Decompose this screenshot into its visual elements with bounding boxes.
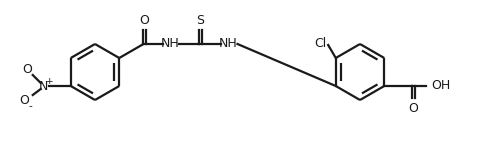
Text: -: - — [29, 101, 33, 111]
Text: N: N — [39, 79, 48, 93]
Text: O: O — [140, 14, 149, 26]
Text: +: + — [45, 77, 52, 85]
Text: NH: NH — [161, 36, 180, 49]
Text: O: O — [22, 63, 32, 75]
Text: O: O — [408, 101, 418, 115]
Text: S: S — [196, 14, 204, 26]
Text: O: O — [19, 93, 29, 107]
Text: OH: OH — [432, 79, 451, 91]
Text: Cl: Cl — [314, 36, 326, 49]
Text: NH: NH — [219, 36, 238, 49]
